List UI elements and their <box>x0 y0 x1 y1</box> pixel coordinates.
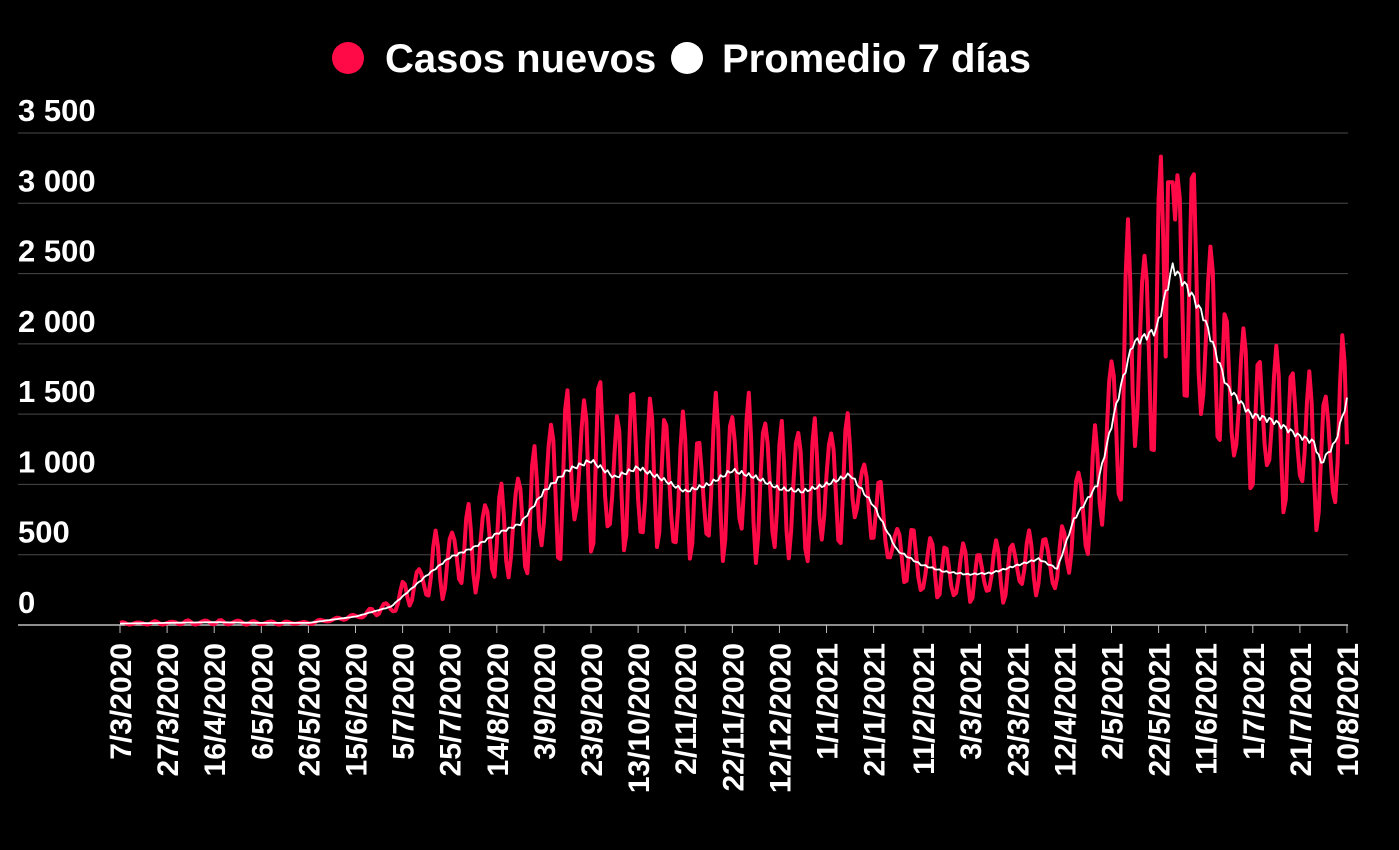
y-tick-label: 2 000 <box>18 304 96 339</box>
y-tick-label: 0 <box>18 585 35 620</box>
x-tick-label: 3/3/2021 <box>955 643 988 760</box>
y-tick-label: 500 <box>18 515 70 550</box>
x-tick-label: 11/6/2021 <box>1191 643 1224 775</box>
legend-label-casos: Casos nuevos <box>385 37 656 81</box>
x-tick-label: 5/7/2020 <box>388 643 421 760</box>
x-tick-label: 22/11/2020 <box>717 643 750 792</box>
x-tick-label: 10/8/2021 <box>1332 643 1365 776</box>
legend-marker-casos <box>332 42 364 74</box>
x-tick-label: 1/7/2021 <box>1238 643 1271 760</box>
x-tick-label: 21/7/2021 <box>1285 643 1318 776</box>
legend-label-promedio: Promedio 7 días <box>722 37 1031 81</box>
x-tick-label: 1/1/2021 <box>812 643 845 760</box>
x-axis-ticks: 7/3/2020 27/3/2020 16/4/2020 6/5/2020 26/5/2… <box>105 625 1365 793</box>
x-tick-label: 12/12/2020 <box>764 643 797 793</box>
series-promedio-7-dias-line <box>119 262 1348 625</box>
x-tick-label: 11/2/2021 <box>908 643 941 775</box>
y-tick-label: 1 000 <box>18 444 96 479</box>
y-tick-label: 3 000 <box>18 163 96 198</box>
x-tick-label: 14/8/2020 <box>482 643 515 776</box>
y-axis-ticks: 0 500 1 000 1 500 2 000 2 500 3 000 3 500 <box>18 93 96 620</box>
x-tick-label: 27/3/2020 <box>152 643 185 776</box>
x-tick-label: 13/10/2020 <box>623 643 656 793</box>
x-tick-label: 25/7/2020 <box>435 643 468 776</box>
x-tick-label: 21/1/2021 <box>859 643 892 776</box>
y-tick-label: 3 500 <box>18 93 96 128</box>
x-tick-label: 23/9/2020 <box>576 643 609 776</box>
y-tick-label: 1 500 <box>18 374 96 409</box>
x-tick-label: 12/4/2021 <box>1049 643 1082 776</box>
x-tick-label: 15/6/2020 <box>341 643 374 776</box>
legend-marker-promedio <box>671 42 703 74</box>
x-tick-label: 2/11/2020 <box>670 643 703 775</box>
x-tick-label: 16/4/2020 <box>199 643 232 776</box>
x-tick-label: 22/5/2021 <box>1144 643 1177 776</box>
x-tick-label: 3/9/2020 <box>529 643 562 760</box>
x-tick-label: 6/5/2020 <box>246 643 279 760</box>
y-tick-label: 2 500 <box>18 234 96 269</box>
series-layer <box>119 154 1349 627</box>
x-tick-label: 26/5/2020 <box>293 643 326 776</box>
legend: Casos nuevos Promedio 7 días <box>332 37 1031 81</box>
x-tick-label: 2/5/2021 <box>1096 643 1129 760</box>
x-tick-label: 7/3/2020 <box>105 643 138 760</box>
x-tick-label: 23/3/2021 <box>1002 643 1035 776</box>
